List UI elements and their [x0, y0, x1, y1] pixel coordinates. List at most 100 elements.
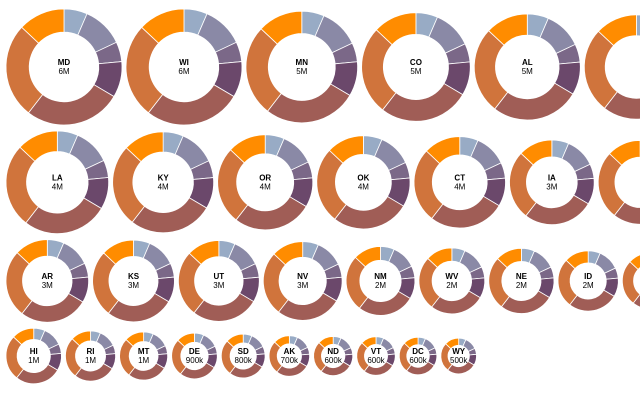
donut-slice: [382, 83, 464, 122]
state-label: DC: [412, 347, 424, 356]
donut-slice: [636, 14, 640, 37]
state-label: KS: [128, 272, 140, 281]
state-label: SD: [238, 347, 249, 356]
donut: [583, 14, 640, 120]
state-label: CO: [410, 58, 422, 67]
total-label: 3M: [42, 281, 53, 290]
total-label: 3M: [297, 281, 308, 290]
total-label: 600k: [367, 356, 385, 365]
donut-slice: [494, 82, 574, 121]
donut-slice: [274, 335, 290, 349]
donut-slice: [226, 333, 244, 348]
state-label: OK: [357, 173, 369, 182]
state-label: UT: [214, 272, 225, 281]
donut-slice: [260, 10, 303, 45]
total-label: 500k: [450, 356, 468, 365]
total-label: 5M: [522, 67, 533, 76]
total-label: 5M: [410, 67, 421, 76]
total-label: 4M: [158, 182, 169, 191]
donut-slice: [375, 12, 417, 46]
donut-slice: [500, 290, 551, 314]
donut-slice: [525, 194, 589, 226]
total-label: 1M: [85, 356, 96, 365]
donut-slice: [25, 197, 103, 235]
state-label: NV: [297, 272, 309, 281]
donut-slice: [147, 84, 235, 126]
total-label: 2M: [583, 281, 594, 290]
total-label: 600k: [409, 356, 427, 365]
donut-slice: [497, 247, 522, 269]
total-label: 4M: [358, 182, 369, 191]
donut-slice: [425, 136, 461, 165]
donut-slice: [179, 362, 215, 380]
donut-slice: [107, 292, 170, 323]
state-label: LA: [52, 173, 63, 182]
donut-slice: [235, 196, 307, 231]
state-label: CT: [454, 173, 465, 182]
donut-slice: [608, 140, 640, 166]
donut-slice: [71, 330, 91, 347]
donut-slice: [569, 289, 615, 312]
total-label: 1M: [28, 356, 39, 365]
state-label: VT: [371, 347, 381, 356]
donut-slice: [21, 293, 84, 323]
state-label: AK: [284, 347, 296, 356]
donut-slice: [445, 337, 460, 350]
total-label: 5M: [296, 67, 307, 76]
donut-slice: [354, 246, 381, 268]
total-label: 600k: [324, 356, 342, 365]
donut-slice: [229, 134, 266, 164]
donut-slice: [597, 14, 637, 47]
donut-slice: [125, 331, 145, 347]
donut-slice: [188, 240, 220, 265]
donut-slice: [520, 139, 553, 166]
state-label: DE: [189, 347, 201, 356]
state-label: IA: [548, 173, 556, 182]
total-label: 4M: [52, 182, 63, 191]
donut-slice: [177, 332, 195, 348]
donut-slice: [12, 327, 35, 346]
donut-slice: [16, 239, 48, 265]
donut-slice: [128, 362, 165, 381]
donut-slice: [125, 131, 164, 163]
state-label: ID: [584, 272, 592, 281]
donut-slice: [431, 195, 500, 229]
donut-slice: [74, 363, 113, 382]
donut-slice: [267, 83, 351, 124]
donut: [597, 140, 640, 225]
state-label: NE: [516, 272, 528, 281]
donut-slice: [193, 292, 255, 322]
donut: [621, 254, 640, 308]
total-label: 6M: [58, 67, 69, 76]
donut-slice: [403, 336, 419, 349]
total-label: 3M: [128, 281, 139, 290]
state-label: ND: [327, 347, 339, 356]
donut-slice: [103, 239, 134, 265]
state-label: AL: [522, 58, 533, 67]
total-label: 3M: [546, 182, 557, 191]
state-label: WV: [445, 272, 459, 281]
total-label: 3M: [213, 281, 224, 290]
state-label: WY: [452, 347, 466, 356]
